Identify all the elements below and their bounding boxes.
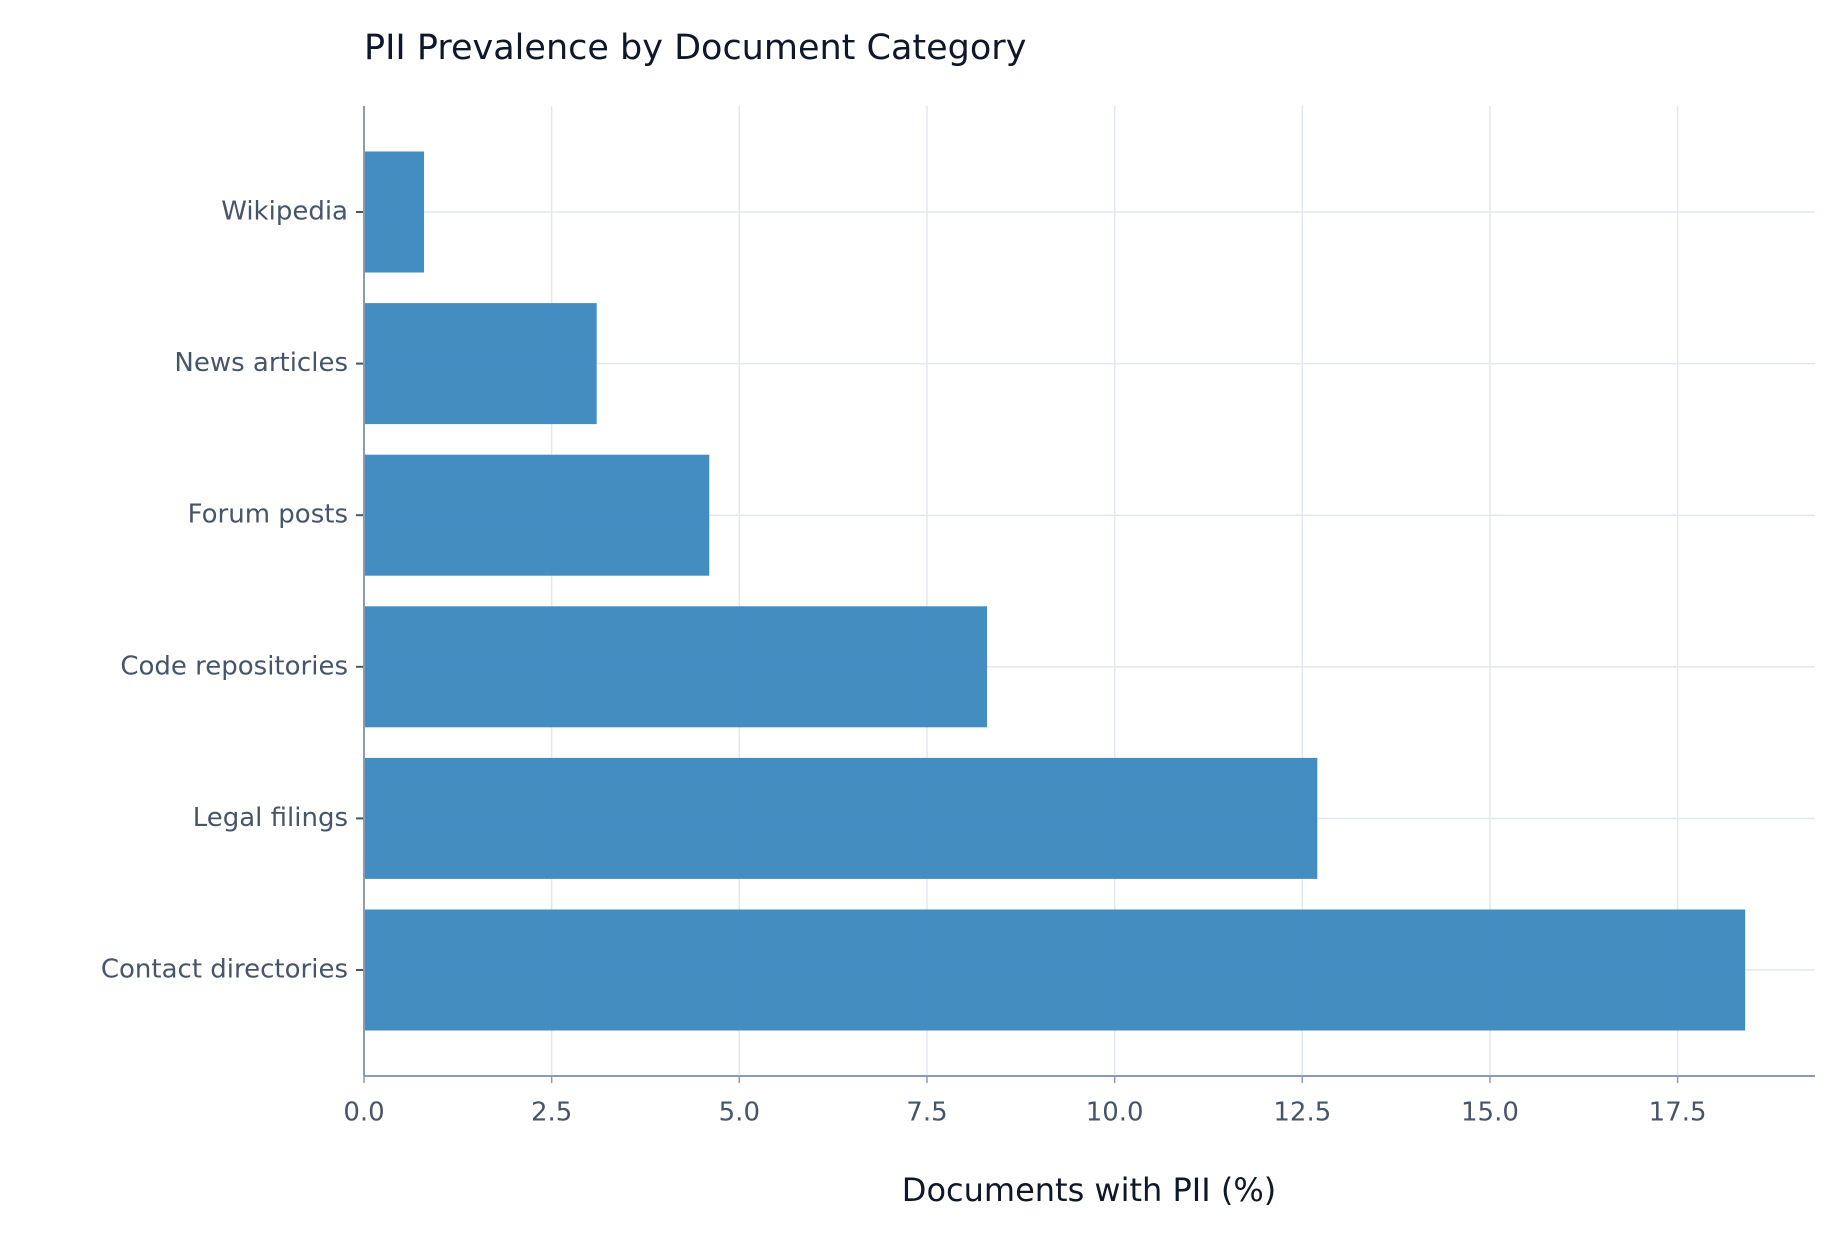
y-tick-label: Code repositories	[120, 651, 348, 681]
x-tick-label: 10.0	[1086, 1098, 1144, 1128]
y-tick-label: News articles	[174, 348, 348, 378]
x-tick-label: 17.5	[1649, 1098, 1707, 1128]
x-tick-label: 5.0	[719, 1098, 760, 1128]
bar	[364, 151, 425, 273]
x-axis-title: Documents with PII (%)	[902, 1171, 1276, 1209]
x-tick-label: 2.5	[531, 1098, 572, 1128]
y-tick-label: Legal filings	[193, 803, 348, 833]
bar	[364, 606, 988, 728]
bar	[364, 303, 597, 425]
x-tick-label: 15.0	[1461, 1098, 1519, 1128]
y-tick-label: Forum posts	[188, 500, 348, 530]
bar	[364, 909, 1746, 1031]
y-tick-label: Wikipedia	[221, 197, 348, 227]
bar	[364, 454, 710, 576]
x-tick-label: 0.0	[343, 1098, 384, 1128]
chart-title: PII Prevalence by Document Category	[364, 28, 1026, 68]
y-tick-label: Contact directories	[101, 955, 348, 985]
x-tick-label: 7.5	[906, 1098, 947, 1128]
bar	[364, 757, 1318, 879]
x-tick-label: 12.5	[1273, 1098, 1331, 1128]
